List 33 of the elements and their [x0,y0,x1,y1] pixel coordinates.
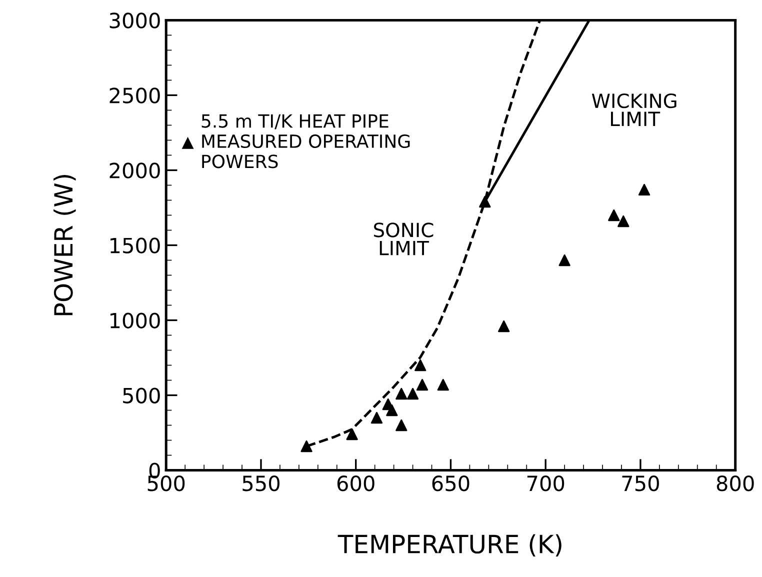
point [437,378,449,391]
point [638,184,650,196]
point [406,388,419,400]
point [416,378,428,391]
x-axis-title: TEMPERATURE (K) [338,534,562,556]
y-tick-label: 1500 [110,238,160,254]
y-tick-label: 500 [123,388,160,404]
x-tick-label: 750 [622,475,659,492]
legend-label: 5.5 m TI/K HEAT PIPE MEASURED OPERATING POWERS [202,114,410,168]
point [479,196,491,208]
annotation: SONIC LIMIT [374,222,434,256]
point [498,320,510,332]
y-tick-label: 2000 [110,162,160,178]
x-tick-label: 550 [242,475,280,492]
point [608,209,620,222]
x-tick-label: 700 [527,475,564,492]
x-tick-label: 800 [716,475,754,492]
y-tick-label: 2500 [110,88,160,104]
point [396,388,408,400]
point [414,359,426,372]
x-tick-label: 600 [337,475,374,492]
point [558,254,570,266]
y-axis-title: POWER (W) [54,174,76,316]
point [346,428,358,440]
x-tick-label: 650 [432,475,470,492]
point [370,412,383,424]
point [386,404,398,416]
point [396,419,408,432]
point [300,440,312,452]
annotation: WICKING LIMIT [592,93,676,126]
point [618,215,630,228]
y-tick-label: 1000 [110,312,160,328]
y-tick-label: 3000 [110,12,160,28]
